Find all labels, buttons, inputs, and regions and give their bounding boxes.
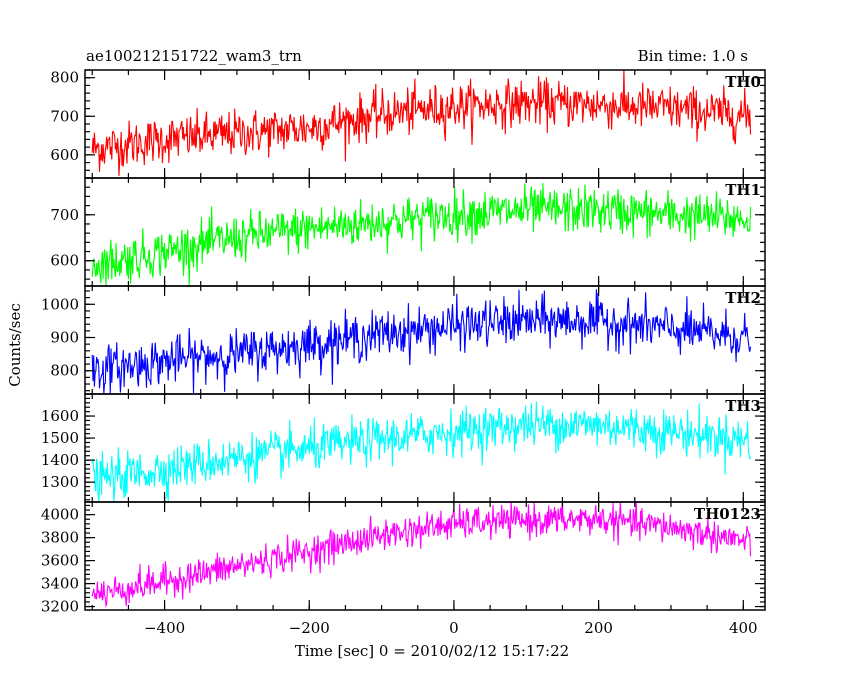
panel-th3: 1300 1400 1500 1600 TH3	[41, 393, 766, 503]
y-tick-label: 1400	[41, 451, 79, 469]
y-axis-label: Counts/sec	[6, 303, 24, 387]
panel-label-th3: TH3	[725, 397, 761, 415]
y-tick-label: 1600	[41, 407, 79, 425]
panels-group: 600 700 800 TH0 600 700 TH1 800 900 1000 TH2 1300 14…	[41, 69, 766, 637]
y-tick-label: 700	[50, 206, 79, 224]
y-tick-label: 1000	[41, 295, 79, 313]
x-axis-label: Time [sec] 0 = 2010/02/12 15:17:22	[295, 642, 569, 660]
y-tick-label: 800	[50, 362, 79, 380]
panel-frame	[84, 285, 766, 395]
panel-th0: 600 700 800 TH0	[50, 69, 766, 179]
panel-label-th0: TH0	[725, 73, 761, 91]
panel-label-th2: TH2	[725, 289, 761, 307]
y-tick-label: 1500	[41, 429, 79, 447]
y-tick-label: 900	[50, 329, 79, 347]
y-tick-label: 800	[50, 69, 79, 87]
x-tick-label: 200	[584, 619, 613, 637]
panel-th1: 600 700 TH1	[50, 177, 766, 287]
x-tick-label: 400	[729, 619, 758, 637]
y-tick-label: 3400	[41, 575, 79, 593]
series-line-th0123	[91, 502, 752, 608]
y-tick-label: 4000	[41, 506, 79, 524]
x-tick-label: 0	[449, 619, 459, 637]
bin-time-label: Bin time: 1.0 s	[638, 47, 748, 65]
y-tick-label: 3200	[41, 598, 79, 616]
x-tick-label: −200	[289, 619, 330, 637]
panel-label-th1: TH1	[725, 181, 761, 199]
panel-frame	[84, 177, 766, 287]
panel-th2: 800 900 1000 TH2	[41, 285, 766, 395]
y-tick-label: 3800	[41, 529, 79, 547]
y-tick-label: 700	[50, 107, 79, 125]
series-line-th2	[91, 289, 752, 394]
y-tick-label: 3600	[41, 552, 79, 570]
series-line-th1	[91, 182, 752, 286]
series-line-th3	[91, 401, 752, 502]
panel-th0123: 3200 3400 3600 3800 4000 TH0123	[41, 501, 766, 616]
y-tick-label: 1300	[41, 473, 79, 491]
series-line-th0	[91, 70, 752, 176]
y-tick-label: 600	[50, 252, 79, 270]
figure-title: ae100212151722_wam3_trn	[86, 47, 302, 65]
y-tick-label: 600	[50, 146, 79, 164]
x-tick-label: −400	[144, 619, 185, 637]
panel-label-th0123: TH0123	[694, 505, 761, 523]
